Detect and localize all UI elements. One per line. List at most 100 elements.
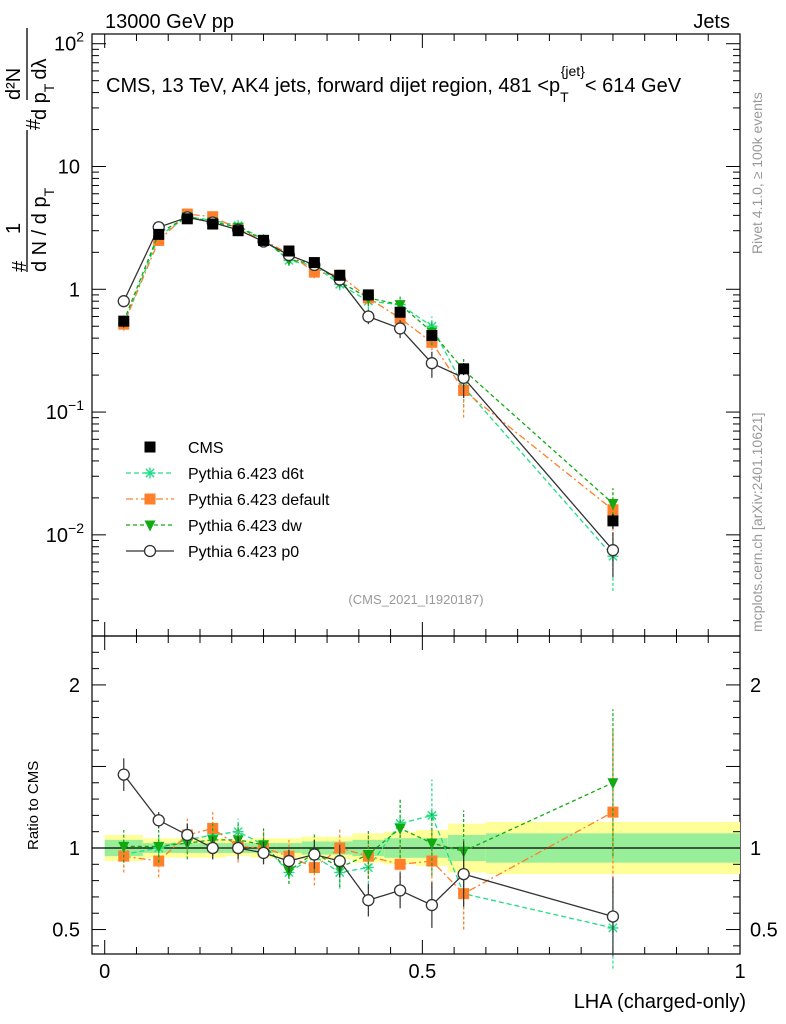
legend: CMS Pythia 6.423 d6t Pythia 6.423 default P…	[126, 440, 330, 561]
series-cms	[118, 213, 619, 529]
data-point	[393, 322, 407, 335]
data-point	[207, 218, 219, 230]
legend-marker	[144, 520, 156, 532]
ratio-point	[607, 778, 619, 790]
ratio-series-line	[123, 814, 614, 929]
data-point	[426, 330, 438, 342]
ratio-tick-label-right: 2	[750, 675, 761, 697]
series-line	[123, 213, 614, 511]
main-series-group	[117, 208, 620, 591]
plot-title-sup: {jet}	[561, 63, 585, 79]
data-point	[607, 515, 619, 527]
legend-marker	[143, 544, 157, 558]
ratio-point	[426, 838, 438, 850]
main-y-label: # 1 d N / d pT # d²N d pTdλ	[3, 28, 57, 272]
ratio-point	[206, 841, 219, 855]
ratio-point	[117, 768, 130, 781]
data-point	[425, 357, 439, 370]
data-point	[181, 213, 193, 225]
ratio-point	[153, 841, 165, 853]
y-tick-label: 102	[54, 29, 84, 56]
ratio-point	[333, 854, 346, 868]
y-label-one: 1	[3, 223, 25, 234]
plot-title-prefix: CMS, 13 TeV, AK4 jets, forward dijet reg…	[106, 75, 560, 97]
legend-label: Pythia 6.423 dw	[188, 518, 302, 535]
ratio-point	[426, 855, 438, 867]
ratio-point	[308, 848, 321, 861]
data-point	[232, 225, 244, 237]
legend-marker	[144, 441, 156, 453]
legend-marker	[144, 467, 156, 479]
ratio-point	[257, 846, 270, 860]
ratio-series-group	[117, 709, 620, 969]
y-tick-label: 1	[69, 279, 80, 301]
series-pythia-6-423-default	[118, 208, 619, 541]
legend-entry-pythia-6-423-dw: Pythia 6.423 dw	[126, 518, 302, 535]
ratio-tick-label-right: 1	[750, 838, 761, 860]
legend-label: CMS	[188, 440, 224, 457]
y-label-hash1: #	[9, 260, 31, 272]
x-tick-label: 1	[734, 961, 745, 983]
x-tick-label: 0.5	[408, 961, 436, 983]
ratio-point	[282, 854, 296, 868]
ratio-point	[393, 884, 407, 897]
data-point	[283, 245, 295, 257]
legend-label: Pythia 6.423 d6t	[188, 466, 304, 483]
legend-label: Pythia 6.423 p0	[188, 544, 299, 561]
y-label-num: d²N	[3, 68, 25, 100]
ratio-tick-label: 2	[69, 675, 80, 697]
x-axis-label: LHA (charged-only)	[574, 991, 746, 1013]
data-point	[153, 228, 165, 240]
header-right: Jets	[693, 11, 730, 33]
ratio-plot-frame	[91, 635, 741, 955]
rivet-version-label: Rivet 4.1.0, ≥ 100k events	[749, 92, 765, 254]
plot-title-sub: T	[560, 89, 569, 105]
y-label-den: d pTdλ	[29, 59, 57, 121]
data-point	[258, 234, 270, 246]
data-point	[117, 295, 130, 308]
data-point	[394, 300, 406, 312]
data-point	[394, 306, 406, 318]
ratio-point	[457, 867, 470, 881]
y-label-dn: d N / d pT	[29, 187, 57, 272]
y-label-hash2: #	[23, 118, 45, 130]
ratio-y-label: Ratio to CMS	[25, 761, 42, 850]
ratio-point	[362, 850, 374, 862]
data-point	[458, 363, 470, 375]
legend-entry-pythia-6-423-p0: Pythia 6.423 p0	[126, 544, 299, 561]
x-tick-label: 0	[99, 961, 110, 983]
mcplots-label: mcplots.cern.ch [arXiv:2401.10621]	[749, 413, 765, 632]
ratio-point	[394, 818, 406, 830]
ratio-point	[394, 858, 406, 870]
data-point	[334, 269, 346, 281]
ratio-point	[606, 910, 620, 923]
data-point	[606, 544, 620, 557]
data-point	[426, 320, 438, 332]
ratio-point	[118, 841, 130, 853]
ratio-y-axis: 0.5 0.5 1 1 2 2	[52, 651, 778, 947]
plot-title: CMS, 13 TeV, AK4 jets, forward dijet reg…	[106, 63, 682, 105]
ratio-point	[607, 806, 619, 818]
ratio-tick-label-right: 0.5	[750, 920, 778, 942]
y-tick-label: 10	[58, 157, 80, 179]
ratio-tick-label: 0.5	[52, 920, 80, 942]
data-point	[308, 266, 320, 278]
analysis-id: (CMS_2021_I1920187)	[348, 592, 483, 607]
header-left: 13000 GeV pp	[105, 11, 234, 33]
y-tick-label: 10−1	[46, 397, 84, 424]
data-point	[153, 234, 165, 246]
ratio-point	[181, 828, 194, 842]
ratio-point	[425, 898, 439, 912]
data-point	[362, 310, 375, 323]
ratio-series-line	[123, 782, 614, 872]
data-point	[118, 315, 130, 327]
ratio-point	[152, 814, 165, 827]
legend-entry-cms: CMS	[144, 440, 224, 457]
legend-entry-pythia-6-423-default: Pythia 6.423 default	[126, 492, 330, 509]
data-point	[607, 498, 619, 510]
data-point	[308, 257, 320, 269]
ratio-point	[362, 894, 375, 907]
legend-label: Pythia 6.423 default	[188, 492, 330, 509]
ratio-tick-label: 1	[69, 838, 80, 860]
